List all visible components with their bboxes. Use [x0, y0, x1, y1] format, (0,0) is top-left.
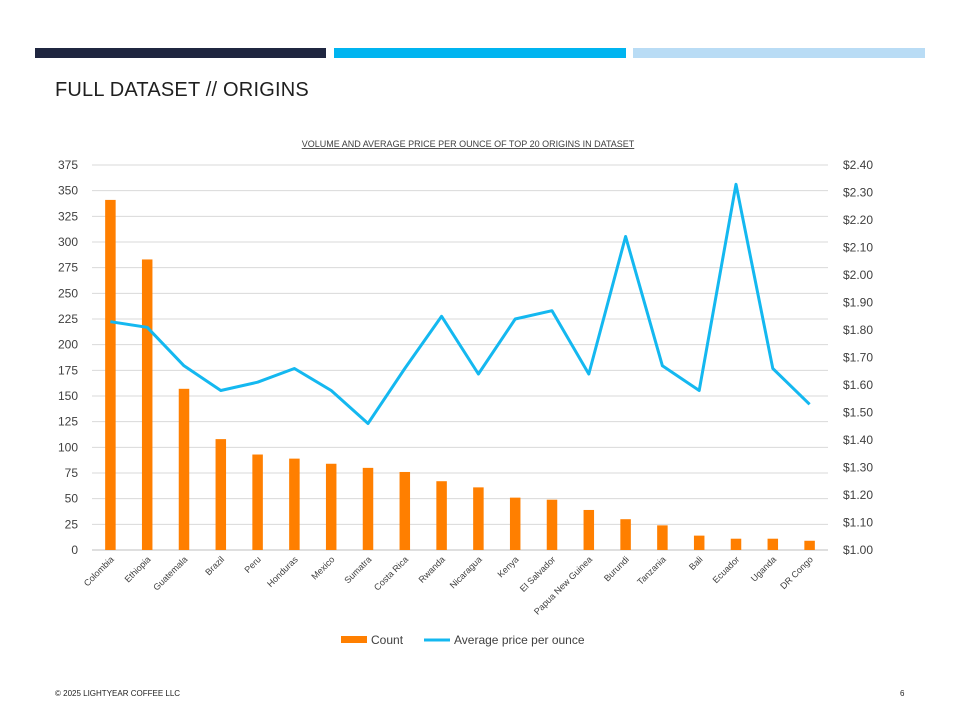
right-tick-label: $2.30	[843, 186, 873, 200]
bar-el-salvador	[546, 499, 558, 550]
left-tick-label: 375	[58, 158, 78, 172]
header-strip-blue	[334, 48, 626, 58]
category-label: Guatemala	[151, 554, 189, 592]
category-label: Bali	[687, 554, 705, 572]
left-tick-label: 175	[58, 363, 78, 377]
bar-ethiopia	[141, 259, 153, 550]
bar-papua-new-guinea	[583, 509, 595, 550]
left-tick-label: 0	[71, 543, 78, 557]
category-label: Brazil	[203, 554, 226, 577]
legend-price-label: Average price per ounce	[454, 633, 585, 647]
right-tick-label: $2.00	[843, 268, 873, 282]
footer-copyright: © 2025 LIGHTYEAR COFFEE LLC	[55, 689, 181, 698]
chart-title: VOLUME AND AVERAGE PRICE PER OUNCE OF TO…	[302, 139, 635, 149]
right-tick-label: $1.90	[843, 296, 873, 310]
left-tick-label: 150	[58, 389, 78, 403]
right-tick-label: $1.60	[843, 378, 873, 392]
bar-rwanda	[436, 481, 447, 550]
category-label: Ecuador	[711, 554, 742, 585]
left-axis: 0 25 50 75 100 125 150 175 200 225 250 275 300 325 350…	[58, 158, 78, 557]
legend-count-label: Count	[371, 633, 404, 647]
category-label: El Salvador	[518, 554, 558, 594]
left-tick-label: 75	[65, 466, 79, 480]
category-label: Honduras	[265, 554, 300, 589]
header-strip-light	[633, 48, 925, 58]
category-label: Colombia	[82, 554, 116, 588]
bar-sumatra	[362, 467, 374, 550]
category-label: Nicaragua	[448, 554, 484, 590]
bar-burundi	[620, 519, 631, 550]
right-tick-label: $2.40	[843, 158, 873, 172]
category-label: Rwanda	[417, 554, 447, 584]
price-line-path	[110, 182, 811, 425]
right-tick-label: $1.10	[843, 516, 873, 530]
left-tick-label: 300	[58, 235, 78, 249]
bar-colombia	[105, 199, 116, 550]
category-label: Burundi	[602, 554, 631, 583]
category-label: Mexico	[309, 554, 336, 581]
legend: Count Average price per ounce	[341, 633, 585, 647]
right-tick-label: $1.20	[843, 488, 873, 502]
page-title: FULL DATASET // ORIGINS	[55, 79, 309, 101]
category-label: Peru	[242, 554, 263, 575]
left-tick-label: 100	[58, 440, 78, 454]
right-tick-label: $1.00	[843, 543, 873, 557]
bar-costa-rica	[399, 471, 411, 550]
header-strip-dark	[35, 48, 326, 58]
left-tick-label: 325	[58, 209, 78, 223]
bar-bali	[693, 535, 705, 550]
bar-ecuador	[730, 538, 742, 550]
page-number: 6	[900, 689, 905, 698]
left-tick-label: 125	[58, 415, 78, 429]
right-tick-label: $1.40	[843, 433, 873, 447]
price-line	[110, 182, 811, 425]
bar-honduras	[289, 458, 300, 550]
bar-peru	[252, 454, 263, 550]
category-label: Kenya	[495, 554, 520, 579]
bar-kenya	[509, 497, 521, 550]
legend-count-swatch	[341, 636, 367, 643]
right-tick-label: $1.30	[843, 461, 873, 475]
bar-dr-congo	[804, 540, 815, 550]
category-label: Ethiopia	[123, 554, 153, 584]
bar-guatemala	[178, 388, 190, 550]
bar-uganda	[767, 538, 779, 550]
left-tick-label: 350	[58, 184, 78, 198]
left-tick-label: 200	[58, 338, 78, 352]
right-tick-label: $1.80	[843, 323, 873, 337]
gridlines	[92, 164, 828, 551]
count-bars	[105, 199, 815, 550]
category-label: Sumatra	[342, 554, 373, 585]
right-tick-label: $2.20	[843, 213, 873, 227]
right-axis: $1.00 $1.10 $1.20 $1.30 $1.40 $1.50 $1.60 $1.70…	[843, 158, 873, 557]
bar-mexico	[325, 463, 337, 550]
left-tick-label: 50	[65, 492, 79, 506]
left-tick-label: 25	[65, 517, 79, 531]
left-tick-label: 225	[58, 312, 78, 326]
right-tick-label: $2.10	[843, 241, 873, 255]
right-tick-label: $1.50	[843, 406, 873, 420]
bar-tanzania	[657, 525, 668, 550]
left-tick-label: 275	[58, 261, 78, 275]
bar-nicaragua	[473, 487, 484, 550]
category-label: Tanzania	[635, 554, 668, 587]
right-tick-label: $1.70	[843, 351, 873, 365]
category-label: Costa Rica	[372, 554, 410, 592]
bar-brazil	[215, 439, 227, 550]
category-label: DR Congo	[778, 554, 815, 591]
left-tick-label: 250	[58, 286, 78, 300]
category-label: Uganda	[749, 554, 778, 583]
